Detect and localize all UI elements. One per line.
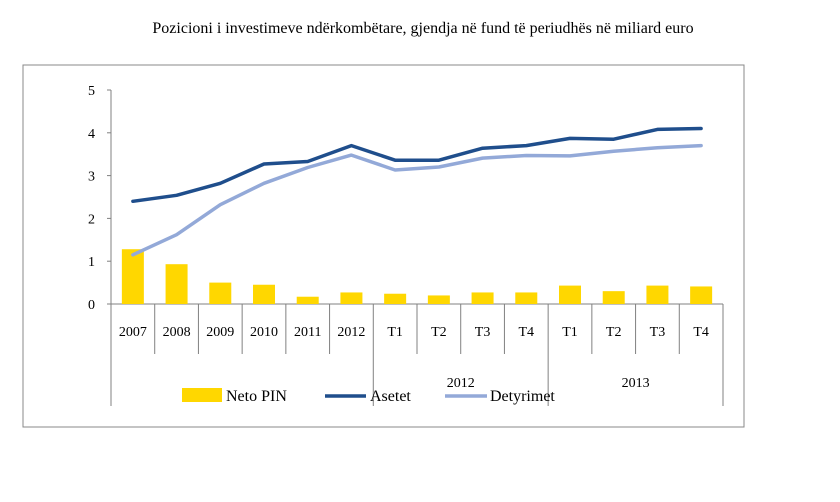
legend-label-asetet: Asetet: [370, 388, 411, 405]
x-tick-label: 2010: [250, 325, 278, 340]
x-tick-label: T3: [650, 325, 666, 340]
y-tick-label: 0: [88, 298, 95, 313]
y-tick-label: 1: [88, 255, 95, 270]
y-tick-label: 3: [88, 170, 95, 185]
bar-neto-pin-1: [121, 249, 144, 304]
bar-neto-pin-13: [646, 285, 669, 304]
y-axis-labels: 0 1 2 3 4 5: [88, 84, 95, 313]
y-tick-label: 4: [88, 127, 95, 142]
bar-neto-pin-11: [559, 285, 581, 304]
line-series: [131, 126, 703, 257]
x-group-label: 2012: [447, 376, 475, 391]
x-tick-label: T2: [431, 325, 447, 340]
x-tick-label: T4: [519, 325, 535, 340]
line-asetet: [131, 126, 703, 204]
x-tick-label: T3: [475, 325, 491, 340]
bar-neto-pin-4: [253, 284, 275, 304]
x-tick-label: T1: [562, 325, 578, 340]
x-tick-label: 2011: [294, 325, 321, 340]
y-tick-label: 2: [88, 212, 95, 227]
y-tick-label: 5: [88, 84, 95, 99]
bar-neto-pin-6: [340, 292, 363, 304]
legend-label-detyrimet: Detyrimet: [490, 388, 555, 405]
chart-frame: [22, 64, 745, 428]
chart-title: Pozicioni i investimeve ndërkombëtare, g…: [152, 20, 694, 37]
x-tick-label: 2009: [206, 325, 234, 340]
bar-neto-pin-9: [471, 292, 494, 304]
legend-swatch-neto-pin: [182, 388, 222, 402]
legend-label-neto-pin: Neto PIN: [226, 388, 287, 405]
x-tick-label: T4: [693, 325, 709, 340]
x-group-label: 2013: [622, 376, 650, 391]
bar-neto-pin-10: [515, 292, 538, 304]
bar-series: [121, 249, 713, 304]
x-tick-label: 2008: [163, 325, 191, 340]
x-tick-label: 2012: [337, 325, 365, 340]
bar-neto-pin-8: [427, 295, 450, 304]
legend: Neto PIN Asetet Detyrimet: [182, 388, 555, 405]
bar-neto-pin-12: [602, 291, 625, 304]
bar-neto-pin-5: [296, 296, 319, 304]
line-detyrimet: [131, 143, 703, 257]
bar-neto-pin-2: [165, 264, 188, 304]
bar-neto-pin-3: [209, 282, 232, 304]
x-tick-label: T2: [606, 325, 622, 340]
bar-neto-pin-7: [384, 293, 407, 304]
x-tick-label: 2007: [119, 325, 147, 340]
x-axis-labels: 2007 2008 2009 2010 2011 2012 T1 T2 T3 T4 T1 T2 T3 T4…: [119, 325, 709, 391]
x-tick-label: T1: [387, 325, 403, 340]
bar-neto-pin-14: [690, 286, 713, 304]
